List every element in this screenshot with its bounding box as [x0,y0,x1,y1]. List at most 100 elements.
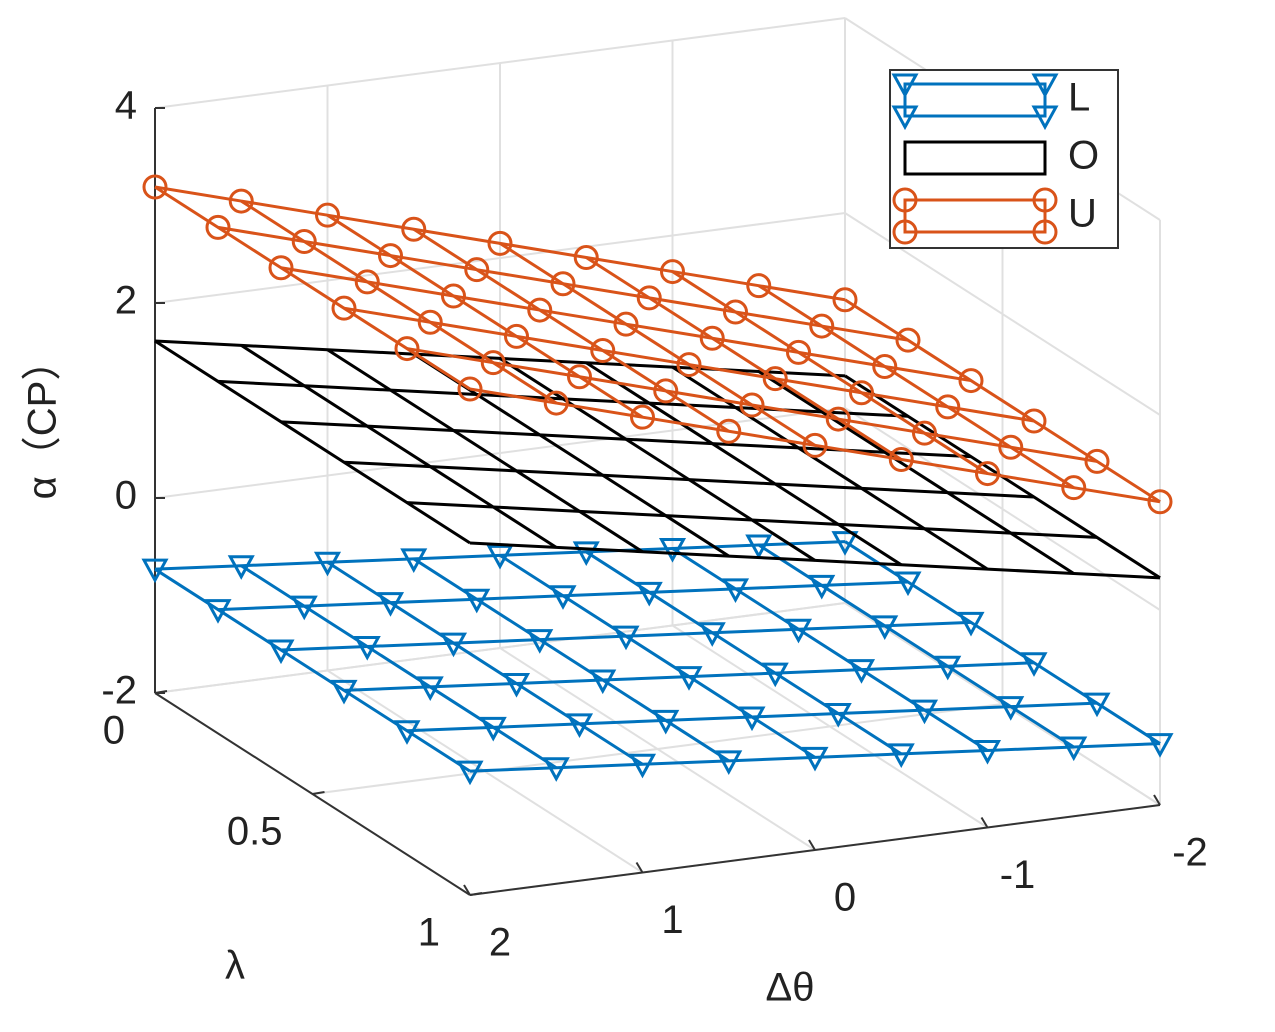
z-axis-label: α（CP） [21,341,65,500]
legend-box [889,69,1119,249]
z-tick-label: -2 [101,669,137,713]
marker [268,255,294,281]
marker [573,244,599,270]
marker [635,581,663,607]
marker [315,202,340,228]
marker [441,283,466,309]
marker [439,632,468,658]
marker [464,257,490,283]
x-tick [463,884,471,896]
marker [636,285,662,311]
z-tick-label: 2 [115,279,137,323]
marker [716,418,742,444]
mesh-line [757,370,1075,575]
x-tick [1153,794,1161,806]
marker [973,739,1002,765]
mesh-line [412,228,730,433]
mesh-line [585,361,903,567]
marker [849,380,874,406]
marker [1020,652,1048,677]
mesh-line [469,541,1161,580]
marker [894,571,922,597]
marker [809,313,835,339]
marker [824,703,852,728]
marker [912,420,937,446]
marker [958,368,984,394]
marker [502,672,531,698]
marker [479,716,507,742]
legend-marker [1032,219,1058,245]
y-tick-label: 0.5 [227,810,283,854]
marker [290,595,318,621]
y-axis-label: λ [225,944,245,988]
y-tick-label: 0 [103,709,125,753]
marker [998,434,1024,460]
mesh-line [240,344,558,549]
marker [457,376,483,402]
mesh-line [154,185,471,391]
marker [1060,736,1088,762]
mesh-line [154,339,471,545]
marker [393,720,421,745]
marker [378,243,403,269]
grid-line [154,602,846,694]
marker [762,366,788,392]
marker [416,676,444,702]
legend-marker [892,187,918,213]
marker [832,287,858,313]
x-axis-label: Δθ [766,966,815,1010]
marker [331,295,357,321]
mesh-line [240,199,558,405]
marker [660,259,685,285]
legend-marker [1031,105,1059,131]
marker [589,669,617,695]
x-tick [635,861,644,874]
marker [205,214,231,240]
marker [313,551,342,577]
marker [653,378,679,404]
grid-line [312,703,1003,795]
marker [394,336,420,362]
marker [417,309,443,335]
marker [354,269,380,295]
x-tick [980,816,989,829]
legend-symbol [903,140,1047,176]
marker [376,592,405,617]
marker [699,325,725,351]
marker [934,655,962,681]
marker [808,574,836,600]
marker [565,713,594,738]
marker [353,636,381,661]
marker [801,746,829,772]
marker [997,696,1025,721]
marker [550,271,576,297]
marker [831,531,859,556]
marker [745,534,773,560]
x-tick-label: -1 [1000,853,1036,897]
y-tick [154,690,168,694]
marker [957,611,985,637]
marker [784,618,813,644]
x-tick-label: 2 [489,921,511,965]
marker [761,662,789,688]
marker [504,323,529,349]
legend-symbol [903,198,1047,234]
y-tick [469,892,483,896]
legend-marker [891,73,919,99]
marker [975,461,1000,487]
marker [698,622,726,647]
marker [1083,692,1111,718]
marker [739,392,765,418]
marker [228,188,254,214]
marker [487,230,513,256]
marker [542,757,570,782]
marker [676,352,702,378]
marker [480,350,506,376]
marker [1021,408,1047,434]
marker [802,432,828,458]
mesh-line [326,348,644,553]
marker [786,339,811,365]
marker [526,629,554,654]
marker [658,537,687,563]
z-tick-label: 4 [115,84,137,128]
